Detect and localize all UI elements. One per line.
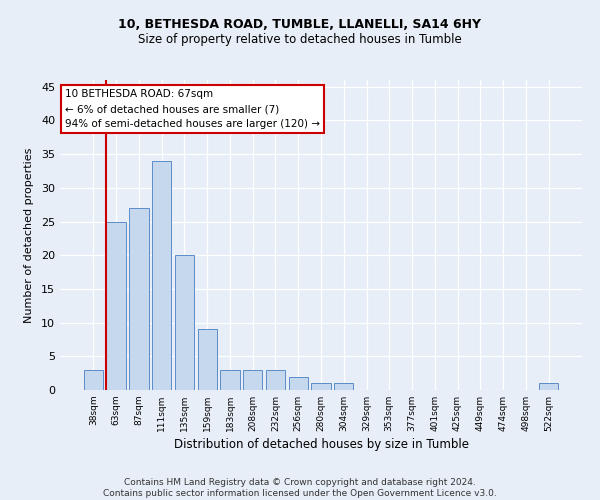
Bar — [266, 370, 285, 390]
X-axis label: Distribution of detached houses by size in Tumble: Distribution of detached houses by size … — [173, 438, 469, 451]
Text: 10 BETHESDA ROAD: 67sqm
← 6% of detached houses are smaller (7)
94% of semi-deta: 10 BETHESDA ROAD: 67sqm ← 6% of detached… — [65, 90, 320, 129]
Bar — [289, 376, 308, 390]
Bar — [220, 370, 239, 390]
Bar — [152, 161, 172, 390]
Bar — [106, 222, 126, 390]
Bar — [539, 384, 558, 390]
Bar — [129, 208, 149, 390]
Bar — [175, 255, 194, 390]
Bar — [197, 330, 217, 390]
Text: 10, BETHESDA ROAD, TUMBLE, LLANELLI, SA14 6HY: 10, BETHESDA ROAD, TUMBLE, LLANELLI, SA1… — [119, 18, 482, 30]
Bar — [311, 384, 331, 390]
Y-axis label: Number of detached properties: Number of detached properties — [24, 148, 34, 322]
Text: Size of property relative to detached houses in Tumble: Size of property relative to detached ho… — [138, 32, 462, 46]
Text: Contains HM Land Registry data © Crown copyright and database right 2024.
Contai: Contains HM Land Registry data © Crown c… — [103, 478, 497, 498]
Bar — [334, 384, 353, 390]
Bar — [84, 370, 103, 390]
Bar — [243, 370, 262, 390]
